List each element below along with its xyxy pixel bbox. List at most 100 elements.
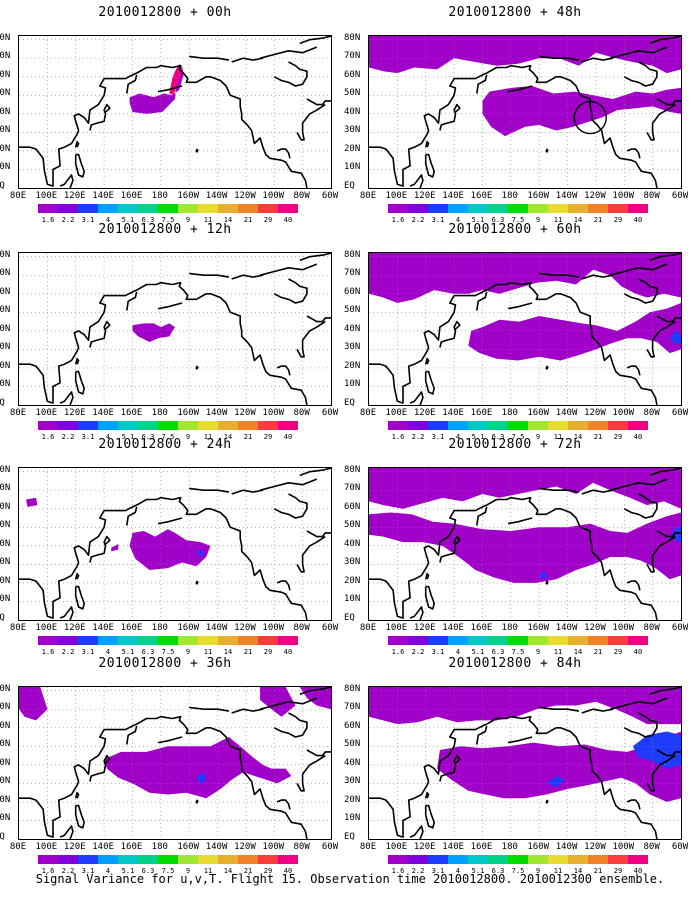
coastline [189,487,230,493]
lon-tick-label: 100E [35,842,58,852]
lat-tick-label: 70N [0,483,11,494]
coastline [126,725,138,745]
lat-tick-label: 50N [344,88,361,99]
lon-tick-label: 160W [527,842,550,852]
lon-tick-label: 160E [470,623,493,633]
variance-area [669,330,681,344]
colorbar-swatch [508,636,528,645]
map-frame [368,35,682,189]
colorbar-swatch [568,636,588,645]
lon-tick-label: 160E [470,408,493,418]
colorbar-label: 9 [185,433,191,441]
colorbar-swatch [508,421,528,430]
coastline [424,572,430,580]
coastline [626,799,641,810]
colorbar-swatch [588,421,608,430]
lon-tick-label: 160W [177,408,200,418]
coastline [231,57,264,63]
lon-tick-label: 120E [63,191,86,201]
colorbar-swatch [58,421,78,430]
coastline [409,825,424,839]
lon-tick-label: 80W [293,842,310,852]
coastline [74,140,80,148]
coastline [195,148,199,153]
coastline [545,580,549,585]
coastline [74,585,85,610]
coastline [539,55,580,61]
colorbar-swatch [178,636,198,645]
lat-tick-label: 70N [344,483,361,494]
coastline [424,585,435,610]
variance-area [169,63,183,96]
colorbar-swatch [38,636,58,645]
colorbar-swatch [178,204,198,213]
colorbar-swatch [448,204,468,213]
lon-tick-label: 80E [9,842,27,852]
colorbar-label: 2.2 [411,867,425,875]
coastline [195,365,199,370]
coastline [189,55,230,61]
lat-tick-label: 40N [0,106,11,117]
lat-tick-label: EQ [0,832,5,842]
variance-area [546,776,565,788]
lon-tick-label: 80W [293,191,310,201]
coastline [424,153,435,178]
coastline [369,496,658,620]
variance-area [111,544,119,552]
coastline [649,253,681,262]
lat-tick-label: 10N [0,813,11,824]
variance-area [369,687,681,725]
colorbar-swatch [428,636,448,645]
colorbar-swatch [98,636,118,645]
colorbar-label: 11 [203,433,213,441]
coastline [299,36,331,45]
coastline [59,825,74,839]
colorbar-label: 4 [105,216,111,224]
lat-tick-label: 60N [344,501,361,512]
lon-tick-label: 140E [442,842,464,852]
lat-tick-label: 40N [0,538,11,549]
lat-tick-label: 40N [344,538,361,549]
lon-tick-label: 160W [177,842,200,852]
colorbar-label: 40 [283,648,293,656]
lon-tick-label: 120W [234,191,256,201]
colorbar-swatch [488,855,508,864]
coastline [646,754,676,792]
colorbar-swatch [628,636,648,645]
coastline [581,57,614,63]
colorbar-swatch [278,855,298,864]
colorbar-swatch [258,421,278,430]
lon-tick-label: 140E [442,191,464,201]
lon-tick-label: 100E [35,623,58,633]
coastline [74,804,85,829]
coastline [424,804,435,829]
lon-tick-label: 100W [262,623,285,633]
panel-title: 2010012800 + 24h [98,437,232,452]
variance-map [19,253,331,405]
colorbar-swatch [198,204,218,213]
figure-caption: Signal Variance for u,v,T. Flight 15. Ob… [35,872,665,886]
coastline [126,291,138,311]
lon-tick-label: 80W [293,408,310,418]
lon-tick-label: 180 [151,191,168,201]
colorbar-swatch [548,204,568,213]
coastline [74,791,80,799]
variance-area [369,36,681,74]
lat-tick-label: 80N [344,32,361,43]
variance-map [19,468,331,620]
colorbar-label: 1.6 [391,433,405,441]
coastline [539,272,580,278]
colorbar-swatch [38,421,58,430]
colorbar-label: 2.2 [61,216,75,224]
lon-tick-label: 180 [151,408,168,418]
colorbar-label: 11 [553,867,563,875]
panel-title: 2010012800 + 60h [448,222,582,237]
colorbar-label: 21 [593,867,603,875]
panel-title: 2010012800 + 72h [448,437,582,452]
colorbar-label: 29 [613,433,623,441]
lon-tick-label: 160W [177,191,200,201]
coastline [609,263,668,276]
lon-tick-label: 60W [321,842,339,852]
variance-map [369,36,681,188]
colorbar-swatch [628,204,648,213]
